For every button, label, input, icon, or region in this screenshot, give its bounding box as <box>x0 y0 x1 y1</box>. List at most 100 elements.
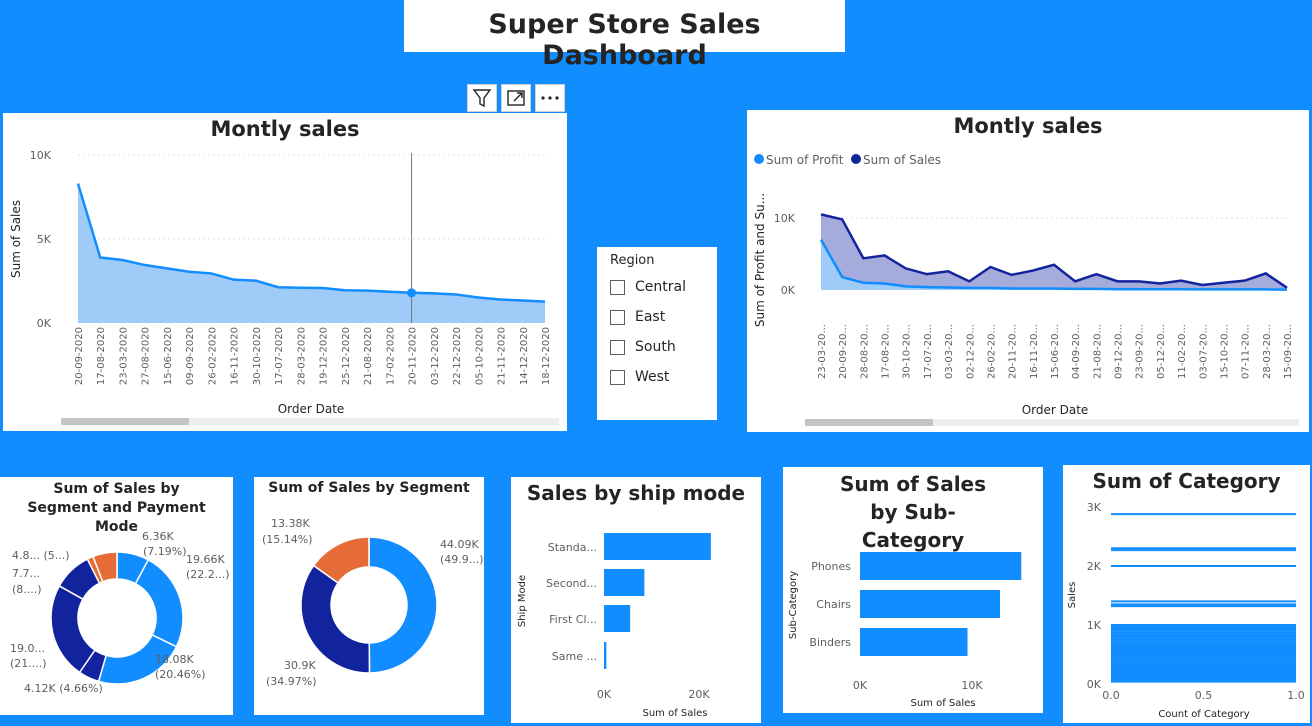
x-tick-label: 20-09-2020 <box>74 327 85 385</box>
y-tick-label: Standa... <box>548 541 597 554</box>
monthly-profit-sales-chart[interactable]: 0K 10K Sum of Profit Sum of Sales 23-03-20..… <box>747 110 1309 432</box>
region-option-label: West <box>635 369 670 385</box>
ship-mode-panel[interactable]: Sales by ship mode Standa... Second... Fir… <box>511 477 761 723</box>
x-tick-label: 0.0 <box>1102 689 1120 702</box>
segment-title: Sum of Sales by Segment <box>268 480 470 496</box>
segment-payment-donut[interactable]: 6.36K (7.19%)19.66K (22.2...) 18.08K (20.46%… <box>0 477 233 715</box>
ship-mode-chart[interactable]: Standa... Second... First Cl... Same ... 0K 2… <box>511 477 761 723</box>
x-tick-label: 25-12-2020 <box>341 327 352 385</box>
y-axis-title: Sales <box>1067 582 1078 609</box>
data-label: 18.08K <box>155 653 194 666</box>
bar <box>860 628 968 656</box>
x-tick-label: 26-02-20... <box>986 324 997 379</box>
focus-mode-button[interactable] <box>501 84 531 112</box>
filter-button[interactable] <box>467 84 497 112</box>
region-option-south[interactable]: South <box>610 337 676 357</box>
monthly-sales-chart[interactable]: 0K 5K 10K 20-09-2020 17-08-2020 23-03-2020 27-… <box>3 113 567 431</box>
series-area <box>821 214 1287 290</box>
segment-panel[interactable]: Sum of Sales by Segment 44.09K (49.9...) 3… <box>254 477 484 715</box>
x-tick-label: 22-12-2020 <box>452 327 463 385</box>
y-tick-label: 5K <box>37 233 52 246</box>
category-chart[interactable]: 0K 1K 2K 3K 0.0 0.5 1.0 Count of Category Sales <box>1063 465 1310 723</box>
x-tick-label: 28-03-20... <box>1262 324 1273 379</box>
x-tick-label: 15-06-20... <box>1050 324 1061 379</box>
region-option-west[interactable]: West <box>610 367 669 387</box>
region-checkbox[interactable] <box>610 339 625 355</box>
more-options-button[interactable] <box>535 84 565 112</box>
sub-category-chart[interactable]: Phones Chairs Binders 0K 10K Sum of Sales Sub-… <box>783 467 1043 713</box>
x-tick-label: 0.5 <box>1195 689 1213 702</box>
legend-marker-profit <box>754 154 764 164</box>
bar <box>860 552 1022 580</box>
bar <box>604 569 645 596</box>
region-checkbox[interactable] <box>610 309 625 325</box>
x-tick-label: 11-02-20... <box>1177 324 1188 379</box>
x-tick-label: 21-08-2020 <box>363 327 374 385</box>
x-axis-title: Sum of Sales <box>910 698 975 709</box>
sub-category-title: Sum of Sales by Sub-Category <box>839 472 987 552</box>
region-option-east[interactable]: East <box>610 307 665 327</box>
x-tick-label: 20-09-20... <box>838 324 849 379</box>
y-tick-label: 3K <box>1087 501 1102 514</box>
x-tick-label: 04-09-20... <box>1071 324 1082 379</box>
region-checkbox[interactable] <box>610 369 625 385</box>
x-tick-label: 15-06-2020 <box>163 327 174 385</box>
dashboard-title: Super Store Sales Dashboard <box>488 9 761 71</box>
x-tick-label: 30-10-20... <box>902 324 913 379</box>
sub-category-panel[interactable]: Sum of Sales by Sub-Category Phones Chair… <box>783 467 1043 713</box>
x-tick-label: 26-02-2020 <box>207 327 218 385</box>
data-label: 4.12K (4.66%) <box>24 682 103 695</box>
donut-slice <box>91 551 118 583</box>
y-tick-label: 0K <box>37 317 52 330</box>
x-tick-label: 14-12-2020 <box>519 327 530 385</box>
y-tick-label: First Cl... <box>549 613 597 626</box>
data-label: 19.0... <box>10 642 45 655</box>
category-panel[interactable]: Sum of Category 0K 1K 2K 3K 0.0 0.5 1.0 Count o… <box>1063 465 1310 723</box>
segment-payment-panel[interactable]: Sum of Sales by Segment and Payment Mode… <box>0 477 233 715</box>
x-axis-title: Sum of Sales <box>642 708 707 719</box>
x-tick-label: 16-11-20... <box>1029 324 1040 379</box>
x-tick-label: 03-03-20... <box>944 324 955 379</box>
data-label: 6.36K <box>142 530 174 543</box>
region-slicer[interactable]: Region Central East South West <box>597 247 717 420</box>
region-checkbox[interactable] <box>610 279 625 295</box>
data-label-pct: (22.2...) <box>186 568 230 581</box>
x-tick-label: 03-12-2020 <box>430 327 441 385</box>
filter-icon <box>472 89 492 108</box>
data-label-pct: (8....) <box>12 583 42 596</box>
x-tick-label: 19-12-2020 <box>319 327 330 385</box>
data-label-pct: (34.97%) <box>266 675 317 688</box>
x-tick-label: 23-03-2020 <box>118 327 129 385</box>
x-tick-label: 03-07-20... <box>1198 324 1209 379</box>
y-tick-label: 0K <box>781 284 796 297</box>
dashboard-title-box: Super Store Sales Dashboard <box>404 0 845 71</box>
x-tick-label: 0K <box>853 679 868 692</box>
x-tick-label: 20-11-2020 <box>408 327 419 385</box>
segment-donut[interactable]: 44.09K (49.9...) 30.9K (34.97%) 13.38K (15.14… <box>254 477 484 715</box>
y-tick-label: 10K <box>30 149 52 162</box>
donut-slice <box>312 536 370 584</box>
x-tick-label: 17-02-2020 <box>385 327 396 385</box>
data-label-pct: (15.14%) <box>262 533 313 546</box>
data-label: 4.8... (5...) <box>12 549 70 562</box>
monthly-sales-panel[interactable]: Montly sales 0K 5K 10K 20-09-2020 17-08-2020… <box>3 113 567 431</box>
y-axis-title: Sum of Profit and Su... <box>753 193 767 327</box>
y-axis-title: Sub-Category <box>788 571 799 639</box>
x-tick-label: 20K <box>688 688 710 701</box>
data-label-pct: (20.46%) <box>155 668 206 681</box>
sales-line <box>76 183 546 303</box>
region-option-central[interactable]: Central <box>610 277 686 297</box>
legend-label: Sum of Sales <box>863 153 941 167</box>
region-option-label: Central <box>635 279 686 295</box>
data-label-pct: (49.9...) <box>440 553 484 566</box>
scrollbar-thumb <box>61 418 189 425</box>
donut-slice <box>300 564 371 674</box>
x-tick-label: 05-12-20... <box>1156 324 1167 379</box>
x-tick-label: 09-12-20... <box>1114 324 1125 379</box>
x-tick-label: 18-12-2020 <box>541 327 552 385</box>
y-tick-label: Same ... <box>552 650 597 663</box>
bar <box>604 605 631 632</box>
x-tick-label: 23-09-20... <box>1135 324 1146 379</box>
monthly-profit-sales-panel[interactable]: Montly sales 0K 10K Sum of Profit Sum of Sa… <box>747 110 1309 432</box>
data-label: 19.66K <box>186 553 225 566</box>
